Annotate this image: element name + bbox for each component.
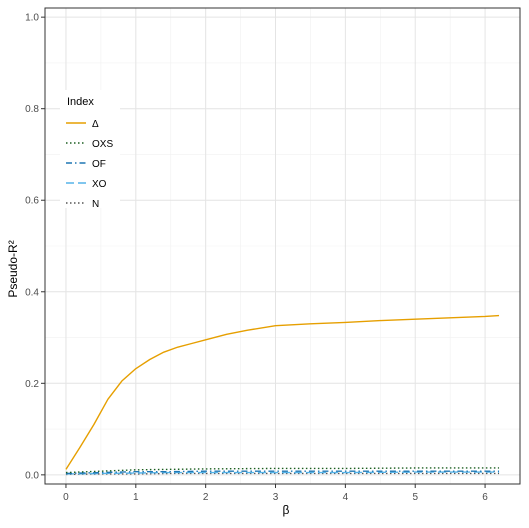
x-tick-label: 6	[482, 492, 488, 503]
y-tick-label: 0.6	[25, 196, 39, 207]
legend-title: Index	[67, 96, 94, 108]
x-tick-label: 1	[133, 492, 139, 503]
series-line-1	[65, 467, 500, 474]
legend-background	[60, 90, 120, 208]
y-axis-label: Pseudo-R²	[6, 240, 20, 297]
legend-label-2: OF	[92, 159, 106, 170]
x-tick-label: 5	[412, 492, 418, 503]
grid-layer	[45, 8, 520, 484]
legend-label-0: Δ	[92, 119, 99, 130]
x-tick-label: 3	[273, 492, 279, 503]
series-line-0	[65, 314, 500, 470]
x-tick-label: 2	[203, 492, 209, 503]
x-tick-label: 0	[63, 492, 69, 503]
y-tick-label: 0.8	[25, 104, 39, 115]
panel-border	[44, 7, 521, 485]
axis-layer: 0 1 2 3 4 5 6 0.0 0.2 0.4 0.6 0.8 1.0	[25, 7, 521, 503]
legend-label-3: XO	[92, 179, 107, 190]
y-tick-label: 1.0	[25, 13, 39, 24]
y-tick-label: 0.2	[25, 379, 39, 390]
y-tick-label: 0.0	[25, 470, 39, 481]
series-layer	[65, 314, 500, 476]
legend: Index Δ OXS OF XO N	[60, 90, 120, 210]
y-tick-label: 0.4	[25, 287, 39, 298]
legend-label-1: OXS	[92, 139, 113, 150]
legend-label-4: N	[92, 199, 99, 210]
series-line-3	[65, 471, 500, 475]
x-axis-label: β	[283, 503, 290, 517]
x-tick-label: 4	[343, 492, 349, 503]
